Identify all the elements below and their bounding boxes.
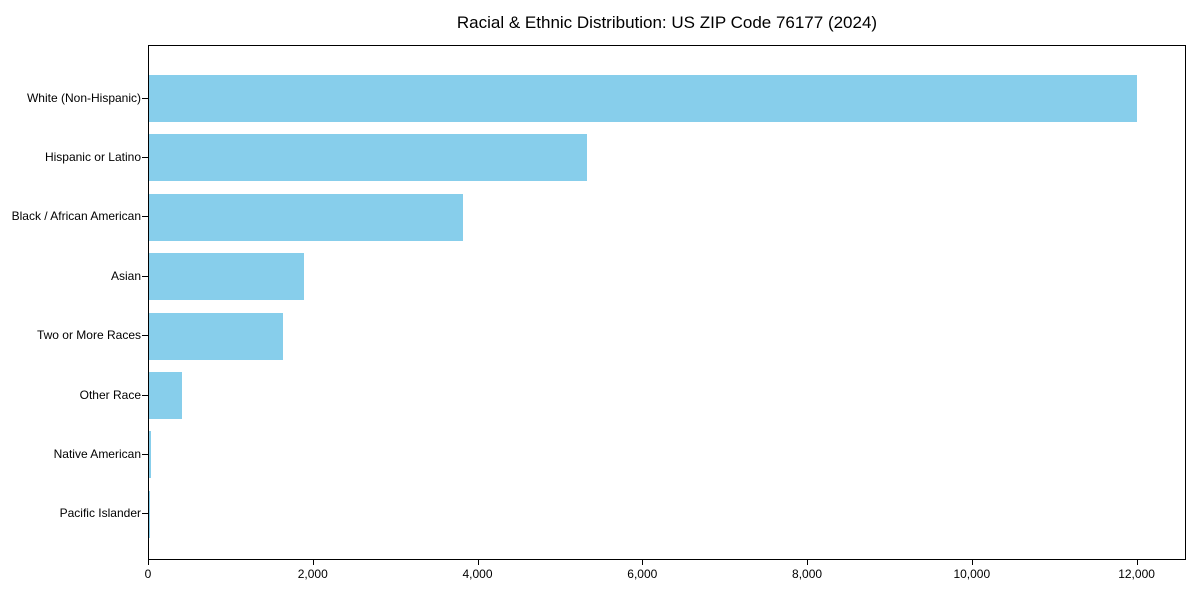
x-tick-label: 12,000 xyxy=(1118,567,1155,581)
y-tick xyxy=(142,454,148,455)
bar xyxy=(149,134,588,182)
y-axis-label: Hispanic or Latino xyxy=(44,149,141,164)
y-tick xyxy=(142,335,148,336)
y-tick xyxy=(142,98,148,99)
y-tick xyxy=(142,276,148,277)
chart-title: Racial & Ethnic Distribution: US ZIP Cod… xyxy=(456,13,878,32)
x-tick-label: 2,000 xyxy=(297,567,328,581)
x-tick xyxy=(642,560,644,565)
y-axis-label: Asian xyxy=(110,268,141,283)
x-tick xyxy=(148,560,149,565)
y-tick xyxy=(142,395,148,396)
bar xyxy=(149,312,284,360)
x-tick-label: 4,000 xyxy=(462,567,493,581)
x-tick-label: 8,000 xyxy=(792,567,823,581)
bar xyxy=(149,431,152,479)
x-tick-label: 0 xyxy=(144,567,152,581)
x-tick-label: 6,000 xyxy=(627,567,658,581)
bar xyxy=(149,193,463,241)
x-tick-label: 10,000 xyxy=(953,567,991,581)
bar xyxy=(149,253,304,301)
y-tick xyxy=(142,513,148,514)
y-axis-label: Other Race xyxy=(79,387,141,402)
y-axis-label: White (Non-Hispanic) xyxy=(26,90,141,105)
x-tick xyxy=(807,560,809,565)
y-tick xyxy=(142,216,148,217)
plot-area xyxy=(148,45,1186,560)
y-axis-label: Black / African American xyxy=(11,209,141,224)
bar xyxy=(149,75,1137,122)
bar xyxy=(149,372,182,419)
bar xyxy=(149,490,150,538)
y-tick xyxy=(142,157,148,158)
y-axis-label: Native American xyxy=(53,446,141,461)
y-axis-label: Two or More Races xyxy=(36,328,141,343)
x-tick xyxy=(477,560,479,565)
y-axis-label: Pacific Islander xyxy=(59,506,141,521)
x-tick xyxy=(971,560,973,565)
x-tick xyxy=(312,560,314,565)
x-tick xyxy=(1136,560,1138,565)
